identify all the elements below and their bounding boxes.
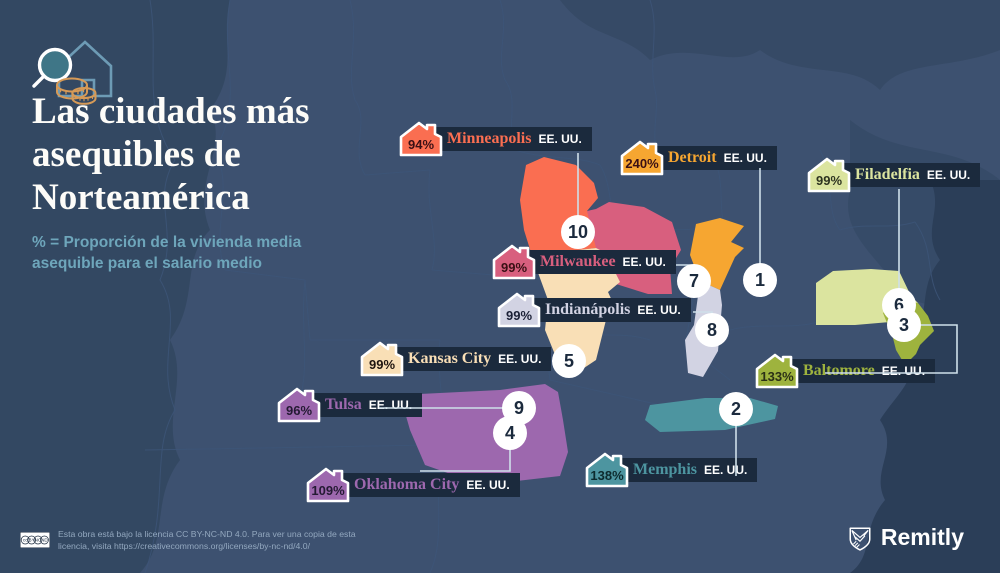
svg-text:2: 2 [731,399,741,419]
svg-text:7: 7 [689,271,699,291]
svg-text:1: 1 [755,270,765,290]
svg-text:9: 9 [514,398,524,418]
svg-text:10: 10 [568,222,588,242]
svg-text:3: 3 [899,315,909,335]
svg-text:8: 8 [707,320,717,340]
svg-text:5: 5 [564,351,574,371]
svg-text:4: 4 [505,423,515,443]
